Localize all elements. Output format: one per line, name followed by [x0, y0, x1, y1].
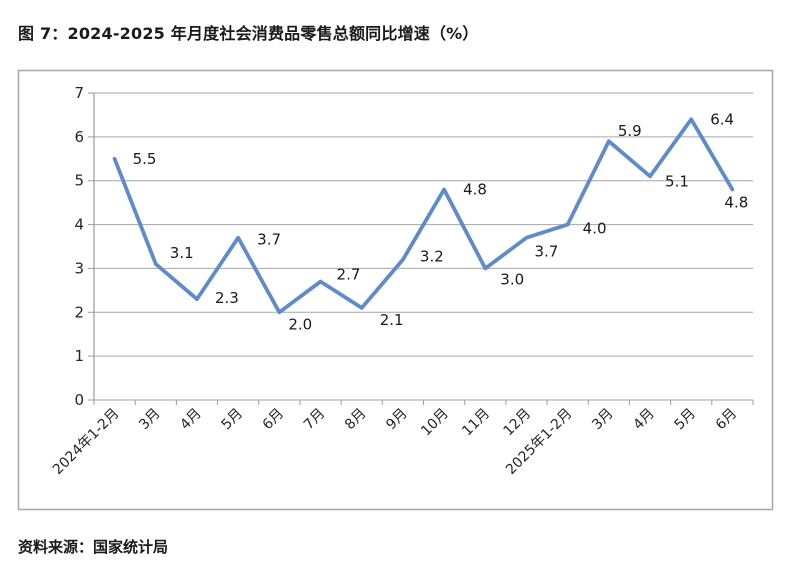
x-tick-label: 2024年1-2月	[50, 406, 122, 478]
x-tick-label: 12月	[500, 406, 534, 440]
y-tick-label: 7	[74, 84, 84, 102]
x-tick-label: 4月	[630, 406, 658, 434]
data-point-label: 4.8	[724, 193, 748, 211]
x-tick-label: 6月	[713, 406, 741, 434]
data-point-label: 5.1	[665, 172, 689, 190]
y-tick-label: 5	[74, 172, 84, 190]
data-point-label: 2.3	[215, 289, 239, 307]
y-tick-label: 1	[74, 347, 84, 365]
figure-title: 图 7：2024-2025 年月度社会消费品零售总额同比增速（%）	[18, 24, 479, 43]
data-point-label: 3.0	[500, 270, 524, 288]
y-tick-label: 4	[74, 216, 84, 234]
source-note: 资料来源：国家统计局	[18, 538, 169, 556]
y-tick-label: 2	[74, 303, 84, 321]
x-tick-label: 4月	[177, 406, 205, 434]
data-point-label: 2.7	[337, 266, 361, 284]
data-point-label: 2.0	[288, 315, 312, 333]
data-point-label: 6.4	[710, 110, 734, 128]
data-point-label: 3.7	[257, 231, 281, 249]
x-tick-label: 3月	[589, 406, 617, 434]
x-tick-label: 10月	[418, 406, 452, 440]
y-tick-label: 0	[74, 391, 84, 409]
x-tick-label: 5月	[218, 406, 246, 434]
data-point-label: 2.1	[380, 311, 404, 329]
x-tick-label: 9月	[383, 406, 411, 434]
chart-border	[17, 69, 774, 511]
y-tick-label: 3	[74, 259, 84, 277]
data-point-label: 3.1	[170, 244, 194, 262]
data-point-label: 3.2	[420, 248, 444, 266]
x-tick-label: 3月	[136, 406, 164, 434]
y-tick-label: 6	[74, 128, 84, 146]
data-point-label: 4.0	[583, 220, 607, 238]
data-point-label: 5.9	[618, 122, 642, 140]
x-tick-label: 5月	[672, 406, 700, 434]
data-point-label: 3.7	[534, 243, 558, 261]
x-tick-label: 11月	[459, 406, 493, 440]
data-point-label: 5.5	[133, 150, 157, 168]
x-tick-label: 6月	[260, 406, 288, 434]
data-line	[112, 117, 735, 315]
data-point-label: 4.8	[463, 180, 487, 198]
x-tick-label: 7月	[301, 406, 329, 434]
x-tick-label: 8月	[342, 406, 370, 434]
